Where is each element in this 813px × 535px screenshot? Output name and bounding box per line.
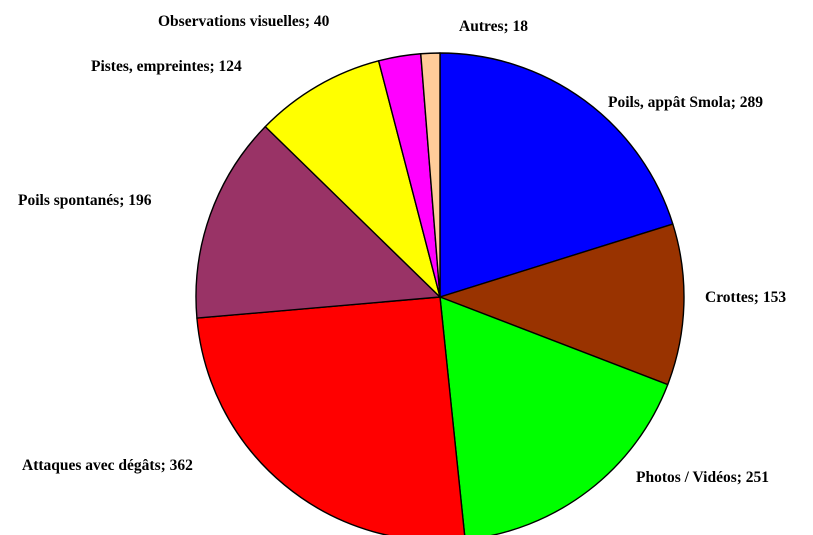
- data-label-photos-videos: Photos / Vidéos; 251: [636, 469, 769, 486]
- data-label-pistes-empreintes: Pistes, empreintes; 124: [91, 58, 242, 75]
- data-label-poils-spontanes: Poils spontanés; 196: [18, 192, 152, 209]
- data-label-autres: Autres; 18: [459, 18, 528, 35]
- pie-slice-autres: [420, 52, 441, 298]
- pie-slice-poils-spontanes: [195, 125, 441, 319]
- pie-slice-photos-videos: [439, 296, 669, 535]
- pie-slice-crottes: [439, 223, 685, 386]
- pie-slice-pistes-empreintes: [264, 60, 441, 298]
- pie-slices: [195, 52, 685, 535]
- data-label-observations-visuelles: Observations visuelles; 40: [158, 13, 330, 30]
- pie-slice-attaques-avec-degats: [196, 296, 466, 535]
- pie-slice-poils-appat-smola: [439, 52, 674, 298]
- data-label-crottes: Crottes; 153: [705, 289, 786, 306]
- pie-data-labels: Poils, appât Smola; 289 Crottes; 153 Pho…: [18, 13, 786, 486]
- data-label-attaques-avec-degats: Attaques avec dégâts; 362: [22, 457, 193, 474]
- data-label-poils-appat-smola: Poils, appât Smola; 289: [608, 94, 763, 111]
